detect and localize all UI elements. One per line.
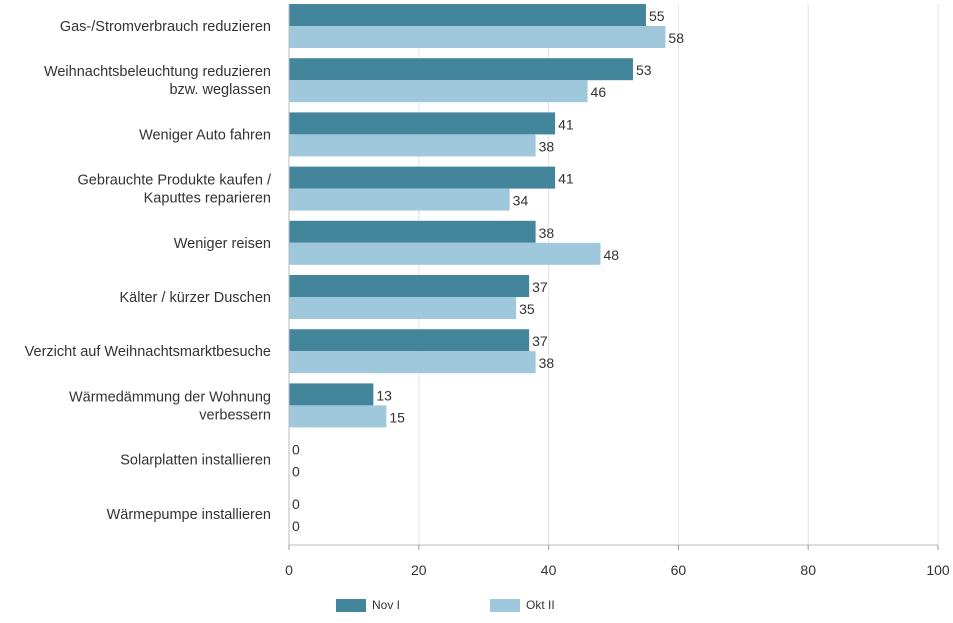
x-tick-label-0: 0 — [285, 562, 293, 578]
x-tick-label-100: 100 — [926, 562, 950, 578]
data-label-okt-ii-5: 35 — [519, 301, 535, 317]
legend-label-okt-ii: Okt II — [526, 598, 555, 612]
legend: Nov I Okt II — [0, 598, 953, 618]
category-label-0: Gas-/Stromverbrauch reduzieren — [60, 19, 271, 35]
bar-okt-ii-1 — [289, 80, 588, 103]
legend-swatch-okt-ii — [490, 598, 520, 612]
bar-okt-ii-6 — [289, 351, 536, 374]
data-label-nov-i-9: 0 — [292, 496, 300, 512]
bar-okt-ii-5 — [289, 297, 517, 319]
bar-okt-ii-2 — [289, 134, 536, 157]
bar-nov-i-0 — [289, 4, 646, 26]
x-tick-label-20: 20 — [411, 562, 427, 578]
legend-label-nov-i: Nov I — [372, 598, 401, 612]
data-label-nov-i-3: 41 — [558, 171, 574, 187]
bar-nov-i-2 — [289, 112, 556, 135]
x-tick-label-40: 40 — [541, 562, 557, 578]
data-label-nov-i-6: 37 — [532, 333, 548, 349]
data-label-okt-ii-0: 58 — [668, 30, 684, 46]
category-label-1: Weihnachtsbeleuchtung reduzieren bzw. weg… — [44, 64, 271, 98]
bar-nov-i-4 — [289, 220, 536, 243]
bar-okt-ii-4 — [289, 242, 601, 265]
bar-nov-i-3 — [289, 166, 556, 189]
category-label-7: Wärmedämmung der Wohnung verbessern — [69, 389, 271, 423]
data-label-okt-ii-4: 48 — [604, 247, 620, 263]
data-label-okt-ii-1: 46 — [591, 84, 607, 100]
category-label-4: Weniger reisen — [174, 236, 271, 252]
bar-nov-i-5 — [289, 275, 530, 297]
data-label-okt-ii-8: 0 — [292, 464, 300, 480]
x-tick-label-60: 60 — [671, 562, 687, 578]
data-label-nov-i-4: 38 — [539, 225, 555, 241]
bar-nov-i-6 — [289, 329, 530, 352]
category-label-3: Gebrauchte Produkte kaufen / Kaputtes rep… — [78, 173, 272, 207]
data-label-nov-i-1: 53 — [636, 62, 652, 78]
bar-okt-ii-0 — [289, 26, 666, 48]
data-label-nov-i-0: 55 — [649, 8, 665, 24]
legend-swatch-nov-i — [336, 598, 366, 612]
category-label-5: Kälter / kürzer Duschen — [119, 290, 271, 306]
data-label-okt-ii-3: 34 — [513, 193, 529, 209]
bar-okt-ii-7 — [289, 405, 387, 428]
legend-item-nov-i: Nov I — [336, 598, 400, 612]
data-label-okt-ii-9: 0 — [292, 518, 300, 534]
data-label-nov-i-5: 37 — [532, 279, 548, 295]
bar-nov-i-1 — [289, 58, 633, 81]
category-label-2: Weniger Auto fahren — [139, 127, 271, 143]
category-label-6: Verzicht auf Weihnachtsmarktbesuche — [25, 344, 271, 360]
data-label-okt-ii-6: 38 — [539, 355, 555, 371]
legend-item-okt-ii: Okt II — [490, 598, 555, 612]
data-label-nov-i-2: 41 — [558, 116, 574, 132]
category-label-8: Solarplatten installieren — [120, 453, 271, 469]
bar-okt-ii-3 — [289, 188, 510, 211]
bar-nov-i-7 — [289, 383, 374, 406]
x-tick-label-80: 80 — [800, 562, 816, 578]
data-label-okt-ii-7: 15 — [389, 409, 405, 425]
data-label-nov-i-8: 0 — [292, 442, 300, 458]
category-label-9: Wärmepumpe installieren — [107, 507, 271, 523]
data-label-okt-ii-2: 38 — [539, 138, 555, 154]
data-label-nov-i-7: 13 — [376, 387, 392, 403]
